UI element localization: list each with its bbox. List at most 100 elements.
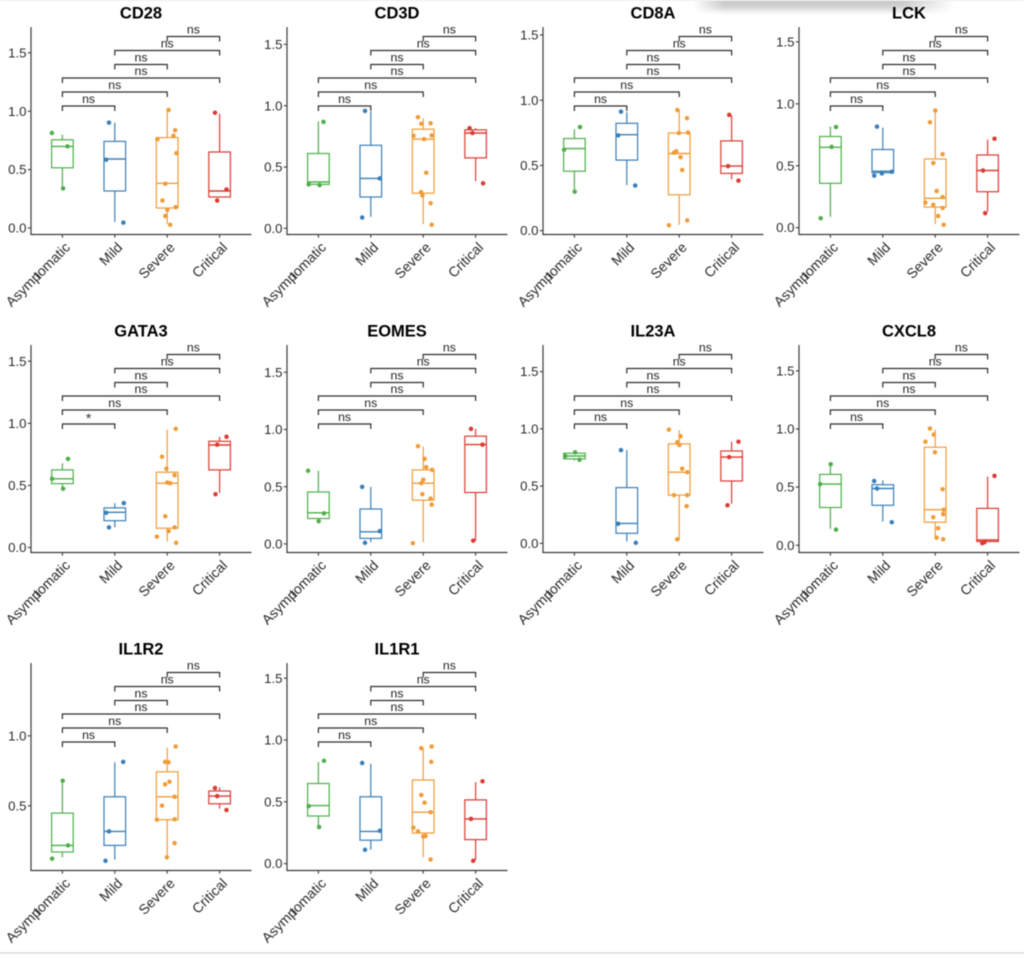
svg-text:1.0: 1.0: [520, 93, 538, 108]
svg-text:ns: ns: [929, 355, 942, 369]
svg-text:ns: ns: [673, 37, 686, 51]
svg-text:ns: ns: [108, 396, 121, 410]
svg-text:ns: ns: [135, 700, 148, 714]
svg-text:0.0: 0.0: [8, 221, 26, 236]
svg-text:CD3D: CD3D: [375, 5, 420, 23]
svg-text:ns: ns: [108, 714, 121, 728]
svg-text:ns: ns: [443, 23, 456, 37]
svg-text:ns: ns: [699, 23, 712, 37]
svg-text:1.0: 1.0: [264, 422, 282, 437]
svg-text:ns: ns: [391, 51, 404, 65]
svg-text:ns: ns: [135, 687, 148, 701]
svg-text:CXCL8: CXCL8: [882, 323, 936, 341]
svg-text:1.5: 1.5: [264, 671, 282, 686]
svg-text:1.0: 1.0: [776, 96, 794, 111]
svg-text:ns: ns: [338, 92, 351, 106]
svg-text:0.5: 0.5: [8, 478, 26, 493]
svg-text:0.0: 0.0: [264, 537, 282, 552]
svg-text:1.5: 1.5: [264, 365, 282, 380]
svg-text:ns: ns: [187, 23, 200, 37]
svg-text:ns: ns: [443, 341, 456, 355]
svg-text:1.5: 1.5: [264, 37, 282, 52]
svg-text:LCK: LCK: [892, 5, 926, 23]
svg-text:1.0: 1.0: [264, 733, 282, 748]
svg-text:0.5: 0.5: [264, 479, 282, 494]
svg-text:ns: ns: [391, 64, 404, 78]
svg-text:ns: ns: [417, 673, 430, 687]
svg-text:1.5: 1.5: [8, 45, 26, 60]
svg-text:ns: ns: [82, 728, 95, 742]
svg-text:ns: ns: [594, 92, 607, 106]
svg-text:ns: ns: [876, 396, 889, 410]
svg-text:1.5: 1.5: [520, 364, 538, 379]
svg-text:ns: ns: [699, 341, 712, 355]
svg-text:ns: ns: [391, 700, 404, 714]
svg-text:0.0: 0.0: [264, 856, 282, 871]
svg-text:ns: ns: [929, 37, 942, 51]
svg-text:ns: ns: [850, 92, 863, 106]
svg-text:GATA3: GATA3: [114, 323, 167, 341]
svg-text:ns: ns: [443, 659, 456, 673]
svg-text:*: *: [86, 410, 92, 426]
svg-text:IL23A: IL23A: [631, 323, 676, 341]
svg-text:0.0: 0.0: [8, 540, 26, 555]
svg-text:0.0: 0.0: [776, 538, 794, 553]
svg-text:ns: ns: [364, 714, 377, 728]
svg-text:0.5: 0.5: [264, 160, 282, 175]
svg-text:1.0: 1.0: [8, 416, 26, 431]
svg-text:0.5: 0.5: [8, 798, 26, 813]
svg-text:1.0: 1.0: [776, 422, 794, 437]
svg-text:ns: ns: [391, 382, 404, 396]
svg-text:1.5: 1.5: [776, 35, 794, 50]
svg-text:ns: ns: [903, 369, 916, 383]
svg-text:IL1R2: IL1R2: [119, 641, 164, 659]
svg-text:0.5: 0.5: [8, 162, 26, 177]
svg-text:ns: ns: [135, 382, 148, 396]
svg-text:ns: ns: [903, 51, 916, 65]
svg-text:1.0: 1.0: [8, 104, 26, 119]
svg-text:ns: ns: [903, 382, 916, 396]
svg-text:ns: ns: [364, 78, 377, 92]
svg-text:ns: ns: [850, 410, 863, 424]
svg-text:ns: ns: [647, 369, 660, 383]
svg-text:0.5: 0.5: [520, 158, 538, 173]
svg-text:ns: ns: [955, 23, 968, 37]
svg-text:ns: ns: [135, 369, 148, 383]
svg-text:IL1R1: IL1R1: [375, 641, 420, 659]
svg-text:0.5: 0.5: [520, 479, 538, 494]
svg-text:ns: ns: [338, 728, 351, 742]
svg-text:1.5: 1.5: [776, 364, 794, 379]
svg-text:EOMES: EOMES: [367, 323, 427, 341]
svg-text:0.0: 0.0: [264, 221, 282, 236]
svg-text:ns: ns: [647, 382, 660, 396]
svg-text:CD28: CD28: [120, 5, 162, 23]
svg-text:ns: ns: [903, 64, 916, 78]
svg-text:0.0: 0.0: [776, 220, 794, 235]
svg-text:1.0: 1.0: [264, 98, 282, 113]
svg-text:ns: ns: [391, 687, 404, 701]
svg-text:0.5: 0.5: [264, 794, 282, 809]
svg-text:ns: ns: [82, 92, 95, 106]
svg-text:CD8A: CD8A: [631, 5, 676, 23]
svg-text:ns: ns: [955, 341, 968, 355]
svg-text:ns: ns: [187, 341, 200, 355]
svg-text:ns: ns: [338, 410, 351, 424]
svg-text:ns: ns: [594, 410, 607, 424]
svg-text:ns: ns: [135, 64, 148, 78]
svg-text:ns: ns: [673, 355, 686, 369]
svg-text:1.5: 1.5: [8, 354, 26, 369]
svg-text:ns: ns: [620, 78, 633, 92]
svg-text:ns: ns: [647, 64, 660, 78]
svg-text:0.0: 0.0: [520, 536, 538, 551]
svg-text:0.0: 0.0: [520, 223, 538, 238]
svg-text:ns: ns: [647, 51, 660, 65]
svg-text:ns: ns: [108, 78, 121, 92]
svg-text:1.5: 1.5: [520, 28, 538, 43]
svg-text:0.5: 0.5: [776, 158, 794, 173]
svg-text:ns: ns: [161, 673, 174, 687]
svg-text:ns: ns: [417, 37, 430, 51]
svg-text:ns: ns: [620, 396, 633, 410]
svg-text:1.0: 1.0: [8, 728, 26, 743]
svg-text:ns: ns: [417, 355, 430, 369]
svg-text:ns: ns: [187, 659, 200, 673]
